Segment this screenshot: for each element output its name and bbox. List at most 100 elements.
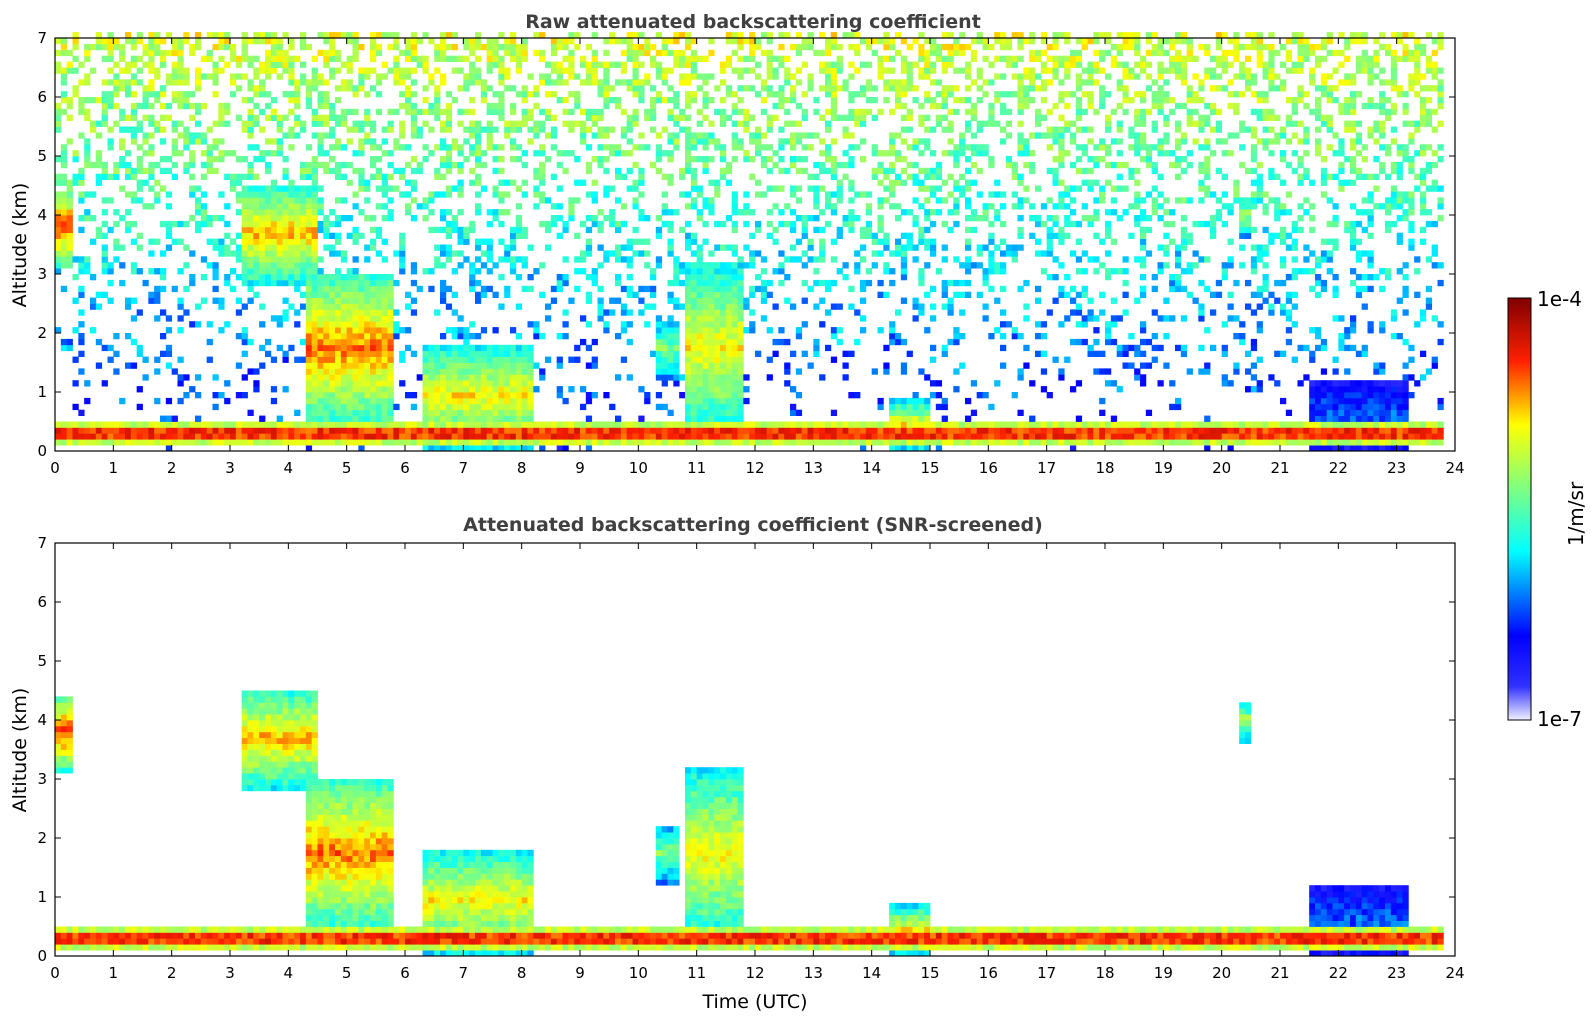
heatmap-cell xyxy=(364,380,371,387)
heatmap-cell xyxy=(300,73,307,80)
heatmap-cell xyxy=(107,43,114,51)
heatmap-cell xyxy=(486,108,493,116)
heatmap-cell xyxy=(912,220,919,228)
heatmap-cell xyxy=(480,85,488,92)
heatmap-cell xyxy=(469,38,476,45)
heatmap-cell xyxy=(148,67,155,74)
heatmap-cell xyxy=(259,262,266,269)
heatmap-cell xyxy=(288,61,295,68)
heatmap-cell xyxy=(177,61,184,68)
heatmap-cell xyxy=(177,150,184,157)
heatmap-cell xyxy=(352,356,359,363)
heatmap-cell xyxy=(620,203,628,210)
heatmap-cell xyxy=(725,433,733,440)
heatmap-cell xyxy=(895,132,902,139)
heatmap-cell xyxy=(200,427,208,434)
heatmap-cell xyxy=(556,421,563,428)
heatmap-cell xyxy=(375,291,383,298)
heatmap-cell xyxy=(685,268,692,275)
heatmap-cell xyxy=(282,439,289,446)
heatmap-cell xyxy=(609,250,616,257)
heatmap-cell xyxy=(760,439,768,446)
heatmap-cell xyxy=(766,144,773,151)
heatmap-cell xyxy=(720,167,727,175)
heatmap-cell xyxy=(813,303,820,310)
heatmap-cell xyxy=(661,333,668,340)
heatmap-cell xyxy=(463,327,470,334)
heatmap-cell xyxy=(830,67,838,74)
heatmap-cell xyxy=(492,156,499,163)
heatmap-cell xyxy=(527,344,534,352)
heatmap-cell xyxy=(358,397,365,405)
heatmap-cell xyxy=(387,333,394,340)
heatmap-cell xyxy=(486,403,493,411)
heatmap-cell xyxy=(475,350,482,357)
heatmap-cell xyxy=(340,144,348,151)
heatmap-cell xyxy=(480,185,488,192)
heatmap-cell xyxy=(591,362,598,369)
heatmap-cell xyxy=(679,55,686,62)
heatmap-cell xyxy=(830,43,838,51)
heatmap-cell xyxy=(883,150,890,157)
heatmap-cell xyxy=(177,67,184,74)
heatmap-cell xyxy=(667,409,674,416)
heatmap-cell xyxy=(504,386,511,393)
heatmap-cell xyxy=(510,362,517,369)
heatmap-cell xyxy=(836,226,843,234)
heatmap-cell xyxy=(410,32,418,39)
heatmap-cell xyxy=(317,309,324,316)
heatmap-cell xyxy=(591,268,598,275)
heatmap-cell xyxy=(714,338,721,346)
heatmap-cell xyxy=(346,268,353,275)
heatmap-cell xyxy=(84,161,91,169)
heatmap-cell xyxy=(375,156,383,163)
heatmap-cell xyxy=(276,150,283,157)
heatmap-cell xyxy=(580,427,587,434)
heatmap-cell xyxy=(702,415,709,422)
heatmap-cell xyxy=(387,356,394,363)
heatmap-cell xyxy=(387,309,394,316)
heatmap-cell xyxy=(358,167,365,175)
heatmap-cell xyxy=(620,303,628,310)
heatmap-cell xyxy=(72,327,79,334)
heatmap-cell xyxy=(539,427,546,434)
heatmap-cell xyxy=(364,327,371,334)
heatmap-cell xyxy=(714,427,721,434)
heatmap-cell xyxy=(848,179,855,186)
heatmap-cell xyxy=(504,244,511,251)
heatmap-cell xyxy=(475,291,482,298)
heatmap-cell xyxy=(906,350,913,357)
heatmap-cell xyxy=(265,161,272,169)
heatmap-cell xyxy=(189,433,196,440)
heatmap-cell xyxy=(469,79,476,86)
heatmap-cell xyxy=(550,297,558,304)
heatmap-cell xyxy=(655,156,663,163)
heatmap-cell xyxy=(941,256,948,263)
heatmap-cell xyxy=(685,356,692,363)
heatmap-cell xyxy=(311,220,318,228)
heatmap-cell xyxy=(78,256,85,263)
heatmap-cell xyxy=(854,309,861,316)
heatmap-cell xyxy=(685,32,692,39)
heatmap-cell xyxy=(300,232,307,239)
heatmap-cell xyxy=(690,238,698,245)
heatmap-cell xyxy=(825,67,832,74)
heatmap-cell xyxy=(323,55,330,62)
heatmap-cell xyxy=(900,179,908,186)
heatmap-cell xyxy=(947,85,954,92)
heatmap-cell xyxy=(527,409,534,416)
heatmap-cell xyxy=(200,191,208,198)
heatmap-cell xyxy=(317,144,324,151)
heatmap-cell xyxy=(638,32,645,39)
heatmap-cell xyxy=(708,421,715,428)
heatmap-cell xyxy=(924,167,931,175)
heatmap-cell xyxy=(340,421,348,428)
heatmap-cell xyxy=(311,85,318,92)
heatmap-cell xyxy=(632,73,639,80)
heatmap-cell xyxy=(504,392,511,399)
heatmap-cell xyxy=(702,403,709,411)
heatmap-cell xyxy=(440,362,447,369)
heatmap-cell xyxy=(335,315,342,322)
heatmap-cell xyxy=(737,321,744,328)
heatmap-cell xyxy=(504,285,511,293)
